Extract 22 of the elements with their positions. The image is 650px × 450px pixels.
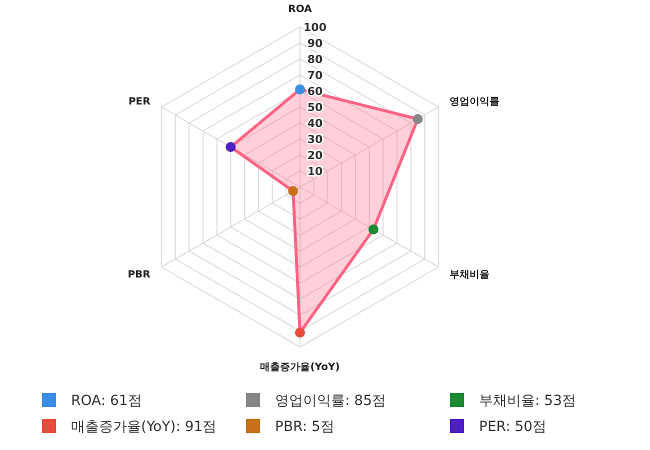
text: 부채비율: 53점 [479, 393, 576, 409]
text: 매출증가율(YoY): 91점 [71, 419, 217, 435]
y-tick-label: 30 [307, 133, 323, 146]
spoke-label: 부채비율 [450, 269, 490, 280]
y-tick-label: 90 [307, 37, 323, 50]
text: ROA: 61점 [71, 393, 142, 409]
y-tick-label: 100 [304, 21, 327, 34]
y-tick-label: 40 [307, 117, 323, 130]
y-tick-label: 60 [307, 85, 323, 98]
y-tick-label: 20 [307, 149, 323, 162]
spoke-label: 매출증가율(YoY) [260, 362, 340, 373]
spoke-label: 영업이익률 [450, 96, 500, 108]
y-tick-label: 10 [307, 165, 323, 178]
y-tick-label: 50 [307, 101, 323, 114]
text: PBR: 5점 [275, 419, 334, 435]
y-tick-label: 80 [307, 53, 323, 66]
text: 영업이익률: 85점 [275, 393, 386, 409]
text: PER: 50점 [479, 419, 547, 435]
spoke-label: PBR [128, 269, 151, 280]
y-tick-label: 70 [307, 69, 323, 82]
spoke-label: ROA [288, 4, 312, 16]
spoke-label: PER [128, 96, 151, 108]
